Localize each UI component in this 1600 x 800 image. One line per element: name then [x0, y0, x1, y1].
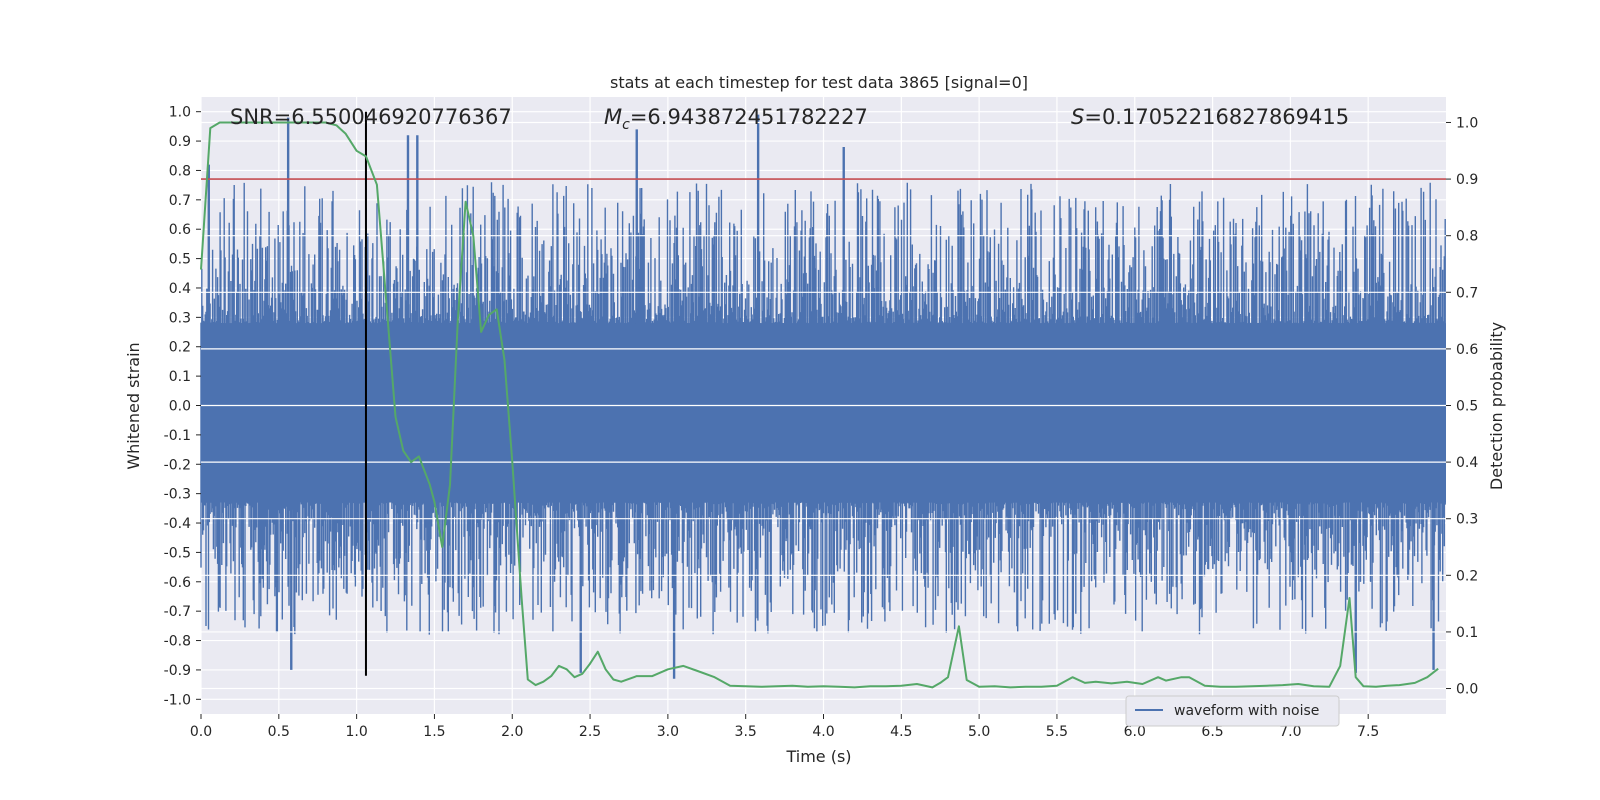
y-tick-label-right: 0.4: [1456, 455, 1478, 471]
y-tick-label-left: -0.8: [164, 634, 191, 650]
annotation-chirp-mass-symbol: M: [604, 105, 622, 129]
annotation-chirp-mass-subscript: c: [622, 117, 630, 133]
y-tick-label-left: 0.3: [169, 310, 191, 326]
y-tick-label-right: 0.8: [1456, 229, 1478, 245]
annotation-chirp-mass-value: =6.943872451782227: [630, 105, 868, 129]
y-tick-label-left: -0.9: [164, 663, 191, 679]
waveform-core-band: [201, 323, 1446, 503]
axes: 0.0 0.5 1.0 1.5 2.0 2.5 3.0 3.5 4.0 4.5 5.0 5.5 6.0 6…: [164, 105, 1479, 740]
x-tick-label: 1.5: [423, 724, 445, 740]
y-tick-label-left: 1.0: [169, 105, 191, 121]
y-tick-label-left: -0.1: [164, 428, 191, 444]
y-tick-label-right: 0.2: [1456, 568, 1478, 584]
legend: waveform with noise: [1125, 695, 1340, 727]
y-tick-label-left: 0.1: [169, 369, 191, 385]
x-tick-label: 3.0: [657, 724, 679, 740]
y-tick-label-left: 0.6: [169, 222, 191, 238]
x-tick-label: 0.5: [268, 724, 290, 740]
x-tick-label: 5.5: [1046, 724, 1068, 740]
x-tick-label: 6.0: [1124, 724, 1146, 740]
x-tick-label: 4.0: [812, 724, 834, 740]
y-tick-label-right: 0.7: [1456, 285, 1478, 301]
y-tick-label-left: -0.6: [164, 575, 191, 591]
waveform-series: [200, 114, 1446, 690]
y-tick-label-right: 0.6: [1456, 342, 1478, 358]
y-tick-label-right: 0.3: [1456, 512, 1478, 528]
overlay-lines: [200, 111, 1446, 689]
annotation-chirp-mass: Mc=6.943872451782227: [604, 105, 868, 133]
annotation-s-value: =0.17052216827869415: [1084, 105, 1349, 129]
y-tick-label-left: -0.2: [164, 457, 191, 473]
x-tick-label: 2.0: [501, 724, 523, 740]
x-tick-label: 6.5: [1201, 724, 1223, 740]
legend-label-waveform: waveform with noise: [1174, 703, 1319, 719]
annotation-s-symbol: S: [1071, 105, 1084, 129]
x-tick-label: 5.0: [968, 724, 990, 740]
y-tick-label-left: 0.9: [169, 134, 191, 150]
y-tick-label-left: -0.7: [164, 604, 191, 620]
x-tick-label: 3.5: [735, 724, 757, 740]
y-tick-label-left: -0.4: [164, 516, 191, 532]
x-tick-label: 1.0: [345, 724, 367, 740]
detection-probability-line: [200, 121, 1439, 689]
y-tick-label-right: 0.9: [1456, 172, 1478, 188]
chart-title: stats at each timestep for test data 386…: [610, 73, 1028, 92]
y-tick-label-left: -1.0: [164, 692, 191, 708]
y-tick-label-right: 0.1: [1456, 625, 1478, 641]
x-tick-label: 0.0: [190, 724, 212, 740]
y-tick-label-right: 1.0: [1456, 115, 1478, 131]
y-axis-label-left: Whitened strain: [124, 342, 143, 469]
y-tick-label-left: -0.3: [164, 487, 191, 503]
annotation-s: S=0.17052216827869415: [1071, 105, 1349, 129]
x-tick-label: 4.5: [890, 724, 912, 740]
y-tick-label-left: 0.2: [169, 340, 191, 356]
annotation-snr: SNR=6.550046920776367: [230, 105, 512, 129]
y-tick-label-left: 0.5: [169, 252, 191, 268]
x-tick-label: 7.5: [1357, 724, 1379, 740]
y-tick-label-left: 0.4: [169, 281, 191, 297]
y-tick-label-right: 0.5: [1456, 399, 1478, 415]
y-tick-label-left: -0.5: [164, 545, 191, 561]
x-tick-label: 7.0: [1279, 724, 1301, 740]
x-axis-label: Time (s): [785, 747, 851, 766]
y-axis-label-right: Detection probability: [1487, 322, 1506, 490]
y-tick-label-left: 0.7: [169, 193, 191, 209]
y-tick-label-right: 0.0: [1456, 682, 1478, 698]
y-tick-label-left: 0.8: [169, 163, 191, 179]
x-tick-label: 2.5: [579, 724, 601, 740]
y-tick-label-left: 0.0: [169, 399, 191, 415]
legend-box: [1125, 695, 1340, 727]
